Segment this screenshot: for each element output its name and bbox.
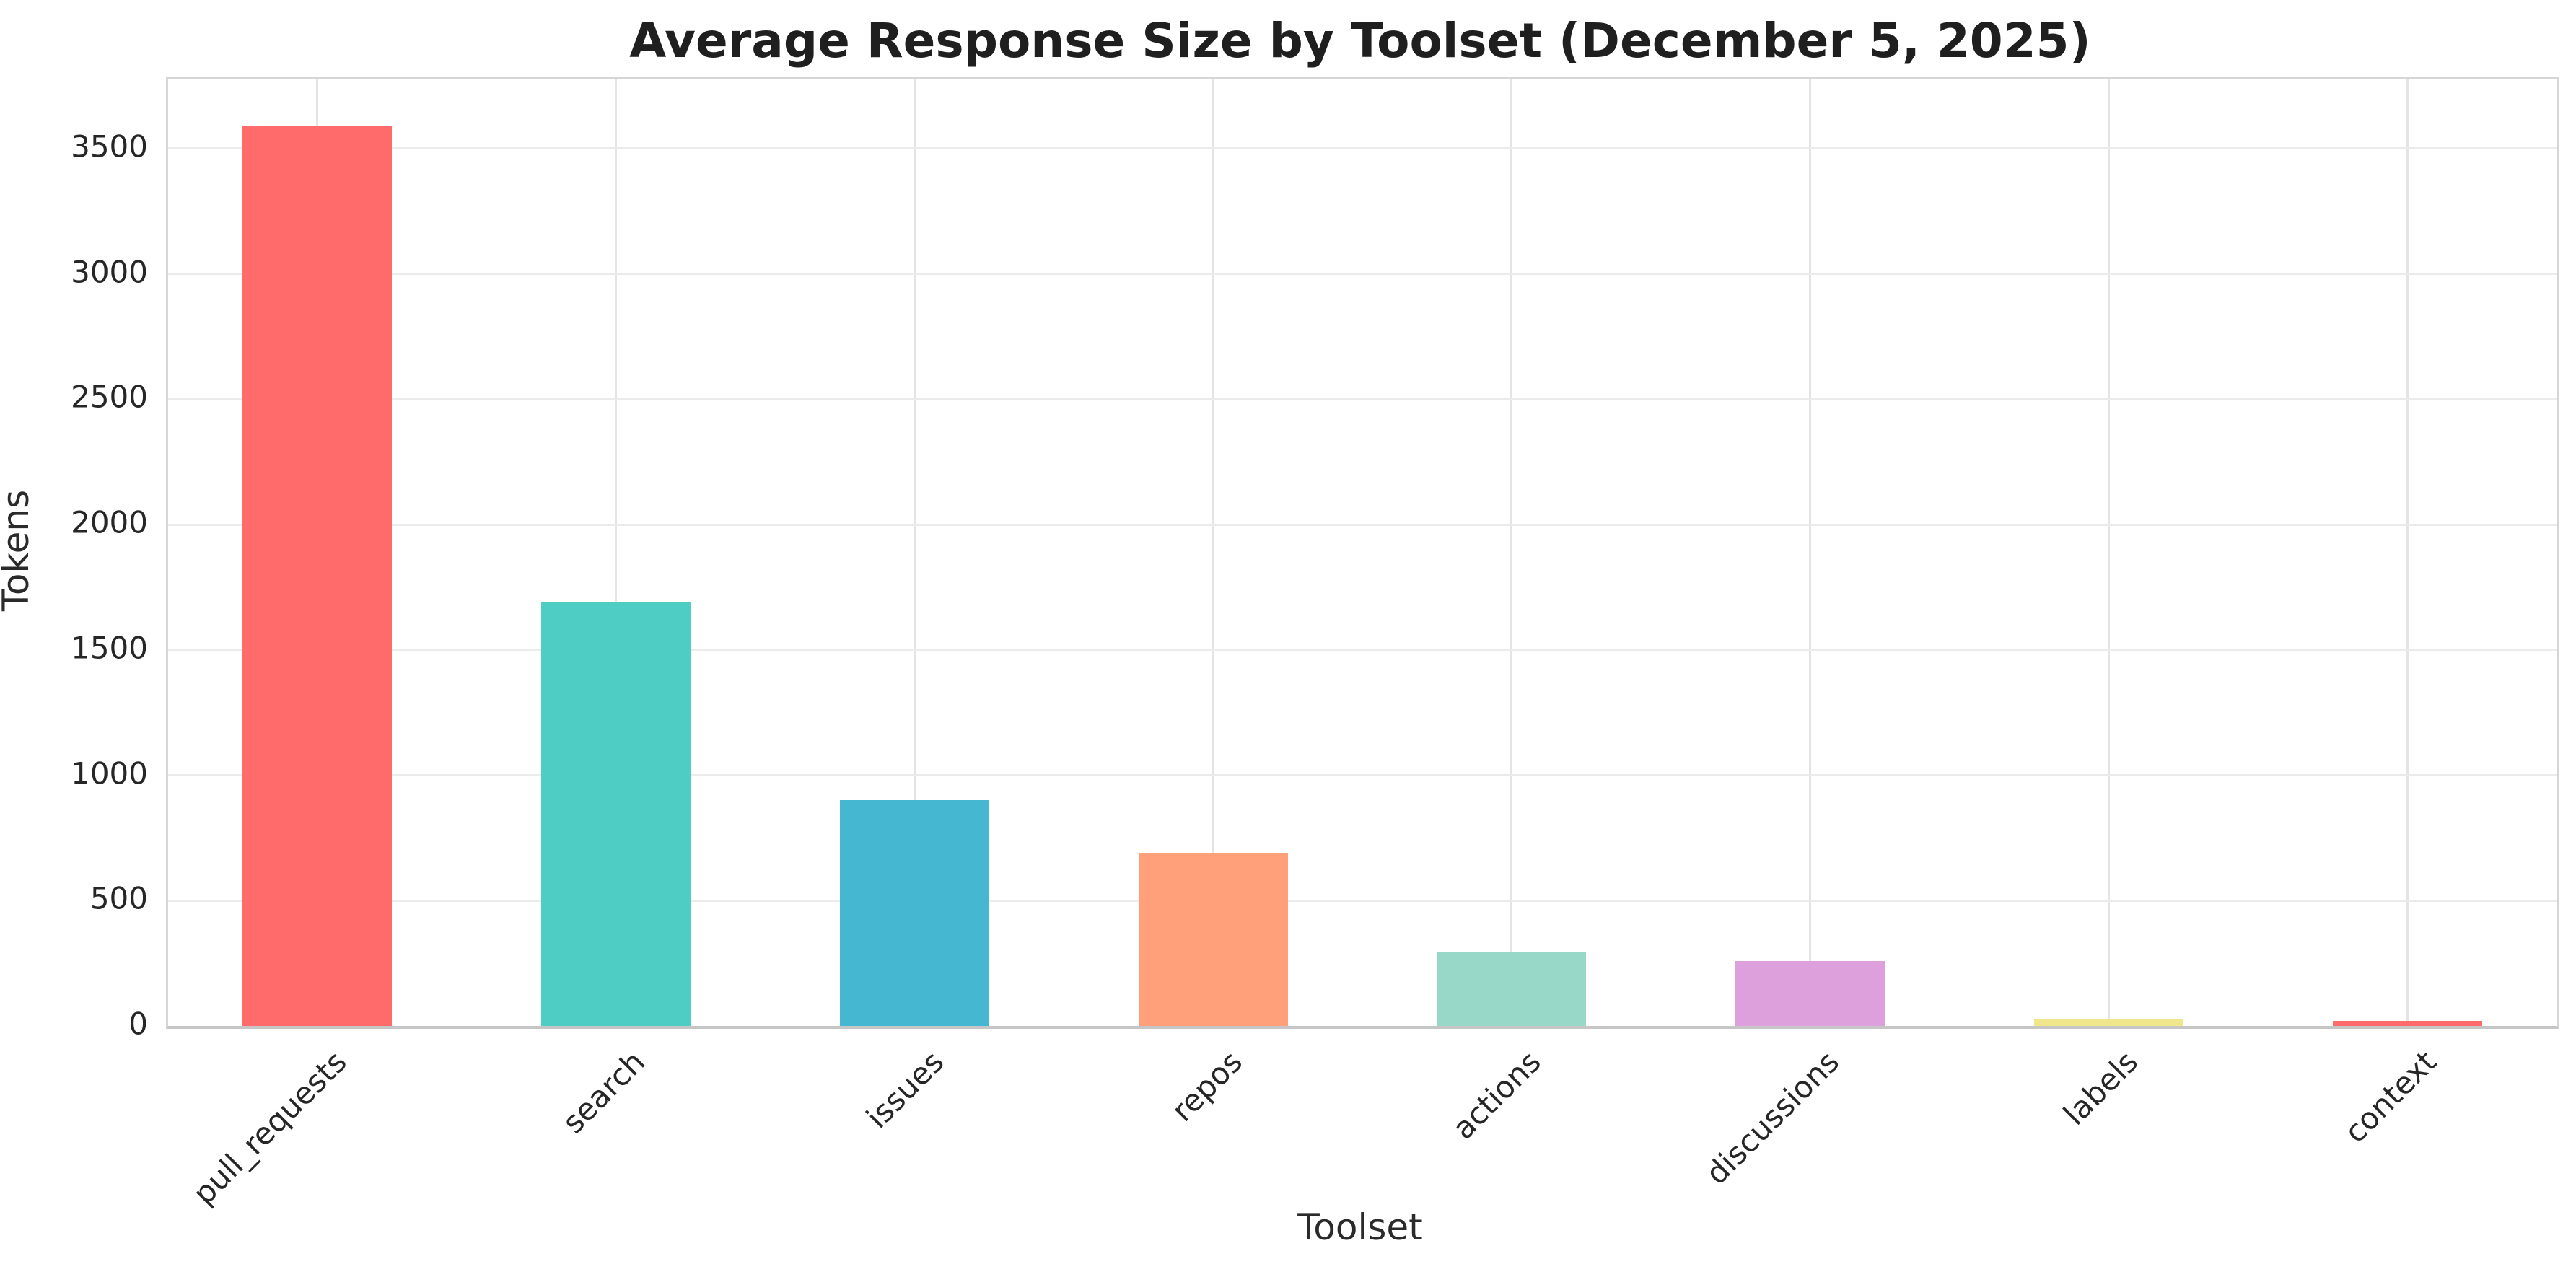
bar-actions xyxy=(1437,952,1587,1026)
x-tick-label-issues: issues xyxy=(859,1044,951,1136)
horizontal-gridline xyxy=(168,523,2557,526)
bar-issues xyxy=(839,800,989,1026)
y-tick-label: 0 xyxy=(128,1006,148,1042)
vertical-gridline xyxy=(2107,79,2110,1026)
vertical-gridline xyxy=(1212,79,1214,1026)
x-tick-label-actions: actions xyxy=(1445,1044,1548,1146)
bar-context xyxy=(2332,1021,2482,1026)
vertical-gridline xyxy=(615,79,618,1026)
x-tick-label-search: search xyxy=(555,1044,652,1141)
x-axis-label: Toolset xyxy=(1297,1206,1423,1248)
horizontal-gridline xyxy=(168,774,2557,777)
x-tick-label-pull_requests: pull_requests xyxy=(185,1044,354,1212)
x-tick-label-discussions: discussions xyxy=(1699,1044,1846,1192)
y-tick-label: 2500 xyxy=(71,379,148,415)
y-tick-label: 3500 xyxy=(71,128,148,164)
horizontal-gridline xyxy=(168,899,2557,902)
bar-pull_requests xyxy=(242,126,393,1026)
bar-discussions xyxy=(1735,960,1885,1026)
vertical-gridline xyxy=(1809,79,1812,1026)
horizontal-gridline xyxy=(168,147,2557,150)
y-tick-label: 500 xyxy=(89,880,148,916)
y-tick-label: 3000 xyxy=(71,254,148,290)
chart-title: Average Response Size by Toolset (Decemb… xyxy=(629,13,2091,69)
bar-search xyxy=(541,602,691,1026)
x-tick-label-labels: labels xyxy=(2056,1044,2145,1132)
vertical-gridline xyxy=(1510,79,1513,1026)
vertical-gridline xyxy=(913,79,916,1026)
bar-repos xyxy=(1138,853,1288,1026)
bar-labels xyxy=(2033,1018,2183,1026)
y-tick-label: 1000 xyxy=(71,755,148,791)
horizontal-gridline xyxy=(168,649,2557,651)
x-tick-label-context: context xyxy=(2337,1044,2443,1150)
horizontal-gridline xyxy=(168,273,2557,276)
y-tick-label: 2000 xyxy=(71,504,148,540)
horizontal-gridline xyxy=(168,398,2557,400)
plot-area xyxy=(166,77,2559,1029)
y-tick-label: 1500 xyxy=(71,630,148,666)
x-tick-label-repos: repos xyxy=(1164,1044,1249,1128)
y-axis-label: Tokens xyxy=(0,489,37,612)
vertical-gridline xyxy=(2406,79,2409,1026)
